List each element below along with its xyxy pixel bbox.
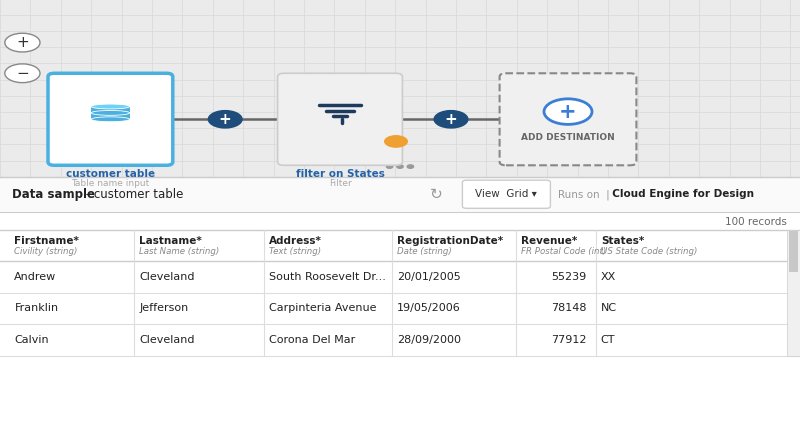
Ellipse shape	[91, 110, 130, 115]
Circle shape	[389, 115, 403, 123]
Text: 78148: 78148	[551, 303, 586, 314]
FancyBboxPatch shape	[48, 73, 173, 165]
Text: 77912: 77912	[551, 335, 586, 345]
Text: +: +	[16, 35, 29, 50]
Circle shape	[5, 33, 40, 52]
Text: Jefferson: Jefferson	[139, 303, 189, 314]
FancyBboxPatch shape	[787, 230, 800, 356]
Text: 20/01/2005: 20/01/2005	[397, 272, 461, 282]
Circle shape	[434, 110, 469, 129]
Text: Andrew: Andrew	[14, 272, 57, 282]
Text: Address*: Address*	[269, 236, 322, 245]
Text: CT: CT	[601, 335, 615, 345]
Text: +: +	[219, 112, 231, 127]
Text: Runs on  |: Runs on |	[558, 189, 610, 199]
Text: View  Grid ▾: View Grid ▾	[475, 189, 538, 199]
Text: Firstname*: Firstname*	[14, 236, 79, 245]
FancyBboxPatch shape	[91, 113, 130, 119]
Text: Table name input: Table name input	[71, 179, 150, 188]
Text: Cloud Engine for Design: Cloud Engine for Design	[605, 189, 754, 199]
Text: - customer table: - customer table	[82, 188, 184, 201]
Text: South Roosevelt Dr...: South Roosevelt Dr...	[269, 272, 386, 282]
Text: Revenue*: Revenue*	[521, 236, 577, 245]
Text: 19/05/2006: 19/05/2006	[397, 303, 461, 314]
FancyBboxPatch shape	[0, 177, 800, 212]
Circle shape	[277, 115, 291, 123]
Text: Data sample: Data sample	[12, 188, 95, 201]
Circle shape	[5, 64, 40, 83]
Text: Corona Del Mar: Corona Del Mar	[269, 335, 355, 345]
Text: FR Postal Code (int): FR Postal Code (int)	[521, 247, 606, 256]
Text: Cleveland: Cleveland	[139, 272, 194, 282]
Text: Carpinteria Avenue: Carpinteria Avenue	[269, 303, 376, 314]
Circle shape	[407, 165, 414, 168]
FancyBboxPatch shape	[91, 106, 130, 113]
FancyBboxPatch shape	[0, 177, 800, 426]
FancyBboxPatch shape	[0, 0, 800, 177]
Text: Lastname*: Lastname*	[139, 236, 202, 245]
Circle shape	[397, 165, 403, 168]
Text: NC: NC	[601, 303, 617, 314]
Text: Calvin: Calvin	[14, 335, 49, 345]
Text: Date (string): Date (string)	[397, 247, 451, 256]
FancyBboxPatch shape	[278, 73, 402, 165]
Circle shape	[386, 165, 393, 168]
Text: Franklin: Franklin	[14, 303, 58, 314]
Text: +: +	[445, 112, 458, 127]
Text: XX: XX	[601, 272, 616, 282]
Ellipse shape	[91, 117, 130, 122]
Ellipse shape	[91, 104, 130, 109]
Text: US State Code (string): US State Code (string)	[601, 247, 697, 256]
Text: Text (string): Text (string)	[269, 247, 321, 256]
Text: filter on States: filter on States	[295, 169, 385, 178]
Text: ADD DESTINATION: ADD DESTINATION	[521, 132, 615, 142]
Circle shape	[384, 135, 408, 148]
Text: States*: States*	[601, 236, 644, 245]
Text: customer table: customer table	[66, 169, 155, 178]
FancyBboxPatch shape	[789, 231, 798, 272]
Text: −: −	[16, 66, 29, 81]
Circle shape	[208, 110, 243, 129]
Text: Filter: Filter	[329, 179, 351, 188]
Text: ↻: ↻	[430, 187, 442, 202]
Text: RegistrationDate*: RegistrationDate*	[397, 236, 503, 245]
Circle shape	[544, 99, 592, 124]
Circle shape	[159, 115, 174, 123]
Text: Cleveland: Cleveland	[139, 335, 194, 345]
Text: Last Name (string): Last Name (string)	[139, 247, 219, 256]
FancyBboxPatch shape	[499, 73, 636, 165]
Text: +: +	[559, 102, 577, 121]
Text: 28/09/2000: 28/09/2000	[397, 335, 461, 345]
Circle shape	[499, 115, 514, 123]
FancyBboxPatch shape	[462, 180, 550, 208]
Text: 55239: 55239	[551, 272, 586, 282]
Text: 100 records: 100 records	[726, 217, 787, 227]
Text: Civility (string): Civility (string)	[14, 247, 78, 256]
